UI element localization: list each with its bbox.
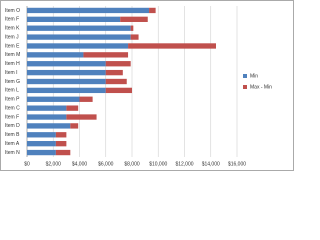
bar <box>27 61 106 67</box>
x-tick-label: $2,000 <box>46 161 62 167</box>
bar <box>79 96 93 102</box>
legend-swatch <box>243 74 247 78</box>
bar <box>27 52 84 58</box>
bar <box>27 114 67 120</box>
bar <box>105 78 127 85</box>
y-tick-label: Item O <box>5 8 20 14</box>
legend-label: Min <box>250 73 258 79</box>
bar <box>66 114 97 120</box>
y-tick-label: Item H <box>5 61 20 67</box>
x-tick-label: $10,000 <box>149 161 167 167</box>
bar <box>27 149 56 156</box>
bar <box>27 105 67 111</box>
y-tick-label: Item F <box>5 17 19 23</box>
x-tick-label: $16,000 <box>228 161 246 167</box>
bar <box>105 87 132 94</box>
y-tick-label: Item E <box>5 43 20 49</box>
bar <box>55 149 71 156</box>
x-tick-label: $14,000 <box>202 161 220 167</box>
bar <box>55 132 67 138</box>
y-tick-label: Item M <box>5 52 20 58</box>
chart: $0 $2,000 $4,000 $6,000 $8,000 $10,000 $12,000… <box>0 0 294 171</box>
bar <box>120 16 148 22</box>
y-tick-label: Item N <box>5 150 20 156</box>
legend-label: Max - Min <box>250 84 272 90</box>
bar <box>27 132 56 138</box>
bar <box>27 78 106 85</box>
x-tick-label: $0 <box>24 161 30 167</box>
bar <box>27 87 106 94</box>
bar <box>83 52 129 58</box>
x-tick-label: $6,000 <box>98 161 114 167</box>
bar <box>105 61 131 67</box>
bar <box>27 69 106 76</box>
bar <box>130 34 139 40</box>
y-tick-label: Item J <box>5 34 19 40</box>
bar <box>27 96 80 102</box>
bar <box>27 34 131 40</box>
y-tick-label: Item C <box>5 105 20 111</box>
legend-swatch <box>243 85 247 89</box>
y-tick-label: Item D <box>5 123 20 129</box>
y-tick-label: Item K <box>5 26 20 32</box>
bar <box>130 25 134 31</box>
bar <box>27 123 71 129</box>
y-tick-label: Item F <box>5 114 19 120</box>
y-tick-label: Item A <box>5 141 20 147</box>
bar <box>55 141 67 147</box>
bar <box>70 123 79 129</box>
y-tick-label: Item L <box>5 88 19 94</box>
x-tick-label: $4,000 <box>72 161 88 167</box>
bar <box>105 69 123 76</box>
y-tick-label: Item P <box>5 97 20 103</box>
bar <box>27 43 129 49</box>
bar <box>149 7 156 14</box>
bar <box>66 105 79 111</box>
y-tick-label: Item G <box>5 79 20 85</box>
y-tick-label: Item B <box>5 132 20 138</box>
y-tick-label: Item I <box>5 70 18 76</box>
bar <box>27 141 56 147</box>
x-tick-label: $12,000 <box>175 161 193 167</box>
bar <box>128 43 216 49</box>
bar <box>27 25 131 31</box>
x-tick-label: $8,000 <box>124 161 140 167</box>
bar <box>27 16 121 22</box>
bar <box>27 7 150 14</box>
